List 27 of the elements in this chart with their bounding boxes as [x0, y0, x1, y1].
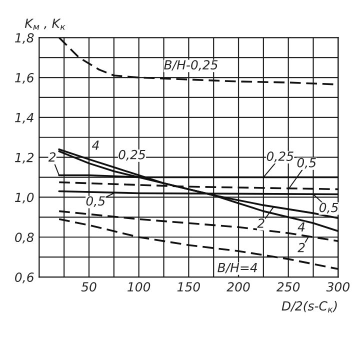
- annotation: 2: [298, 242, 305, 252]
- y-tick-label: 1,0: [15, 192, 34, 204]
- x-tick-label: 150: [177, 282, 200, 292]
- annotation: 0,25: [266, 152, 294, 162]
- annotation: 2: [48, 152, 56, 162]
- annotation: B/H=4: [218, 263, 257, 274]
- annotation: 0,25: [118, 150, 146, 161]
- x-tick-label: 200: [226, 282, 250, 292]
- y-tick-label: 1,2: [15, 152, 34, 164]
- annotation: 4: [298, 222, 305, 232]
- annotation: 4: [92, 140, 99, 150]
- y-axis-title: K$_{м}$ , K$_{к}$: [24, 18, 66, 30]
- y-tick-label: 1,8: [15, 33, 34, 44]
- y-tick-label: 1,6: [15, 72, 34, 84]
- annotation: 2: [257, 218, 264, 228]
- x-tick-label: 300: [326, 282, 350, 292]
- annotation: 0,5: [297, 158, 316, 169]
- annotation: 0,5: [319, 202, 338, 214]
- x-axis-title: D/2(s-C$_{к}$): [282, 300, 337, 312]
- x-tick-label: 250: [276, 282, 300, 292]
- y-tick-label: 1,4: [15, 113, 34, 124]
- annotation: B/H-0,25: [164, 60, 218, 71]
- x-tick-label: 50: [81, 282, 96, 292]
- y-tick-label: 0,8: [15, 232, 34, 244]
- annotation: 0,5: [86, 196, 105, 207]
- y-tick-label: 0,6: [15, 272, 34, 284]
- x-tick-label: 100: [128, 282, 150, 292]
